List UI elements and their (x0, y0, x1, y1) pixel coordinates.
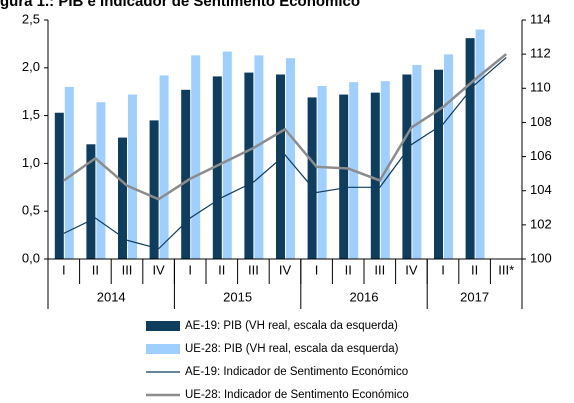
x-group-label: 2016 (350, 289, 379, 304)
legend-label: AE-19: Indicador de Sentimento Económico (185, 366, 408, 378)
bar (444, 54, 453, 259)
bar (412, 64, 422, 259)
bar (128, 94, 137, 260)
x-tick-label: IV (279, 262, 292, 277)
legend-swatch (146, 321, 180, 331)
bar (64, 86, 74, 259)
bar (370, 92, 380, 259)
bar (118, 137, 127, 259)
y2-tick-label: 100 (530, 250, 552, 265)
bar (402, 74, 412, 259)
bar (181, 89, 191, 260)
x-tick-label: III (374, 262, 385, 277)
y2-tick-label: 114 (530, 11, 551, 26)
bar (465, 38, 475, 259)
legend-swatch (146, 344, 180, 354)
bar (276, 74, 285, 259)
bar (54, 112, 64, 260)
bar (159, 75, 169, 259)
x-tick-label: II (92, 262, 99, 277)
bar (212, 76, 222, 260)
y-tick-label: 0,0 (22, 250, 40, 265)
bar (254, 55, 264, 259)
chart-title: gura 1.: PIB e Indicador de Sentimento E… (0, 0, 360, 10)
x-tick-label: II (471, 262, 478, 277)
x-tick-label: I (315, 262, 319, 277)
line (63, 57, 507, 250)
y-tick-label: 2,5 (22, 11, 40, 26)
x-tick-label: III (248, 262, 259, 277)
y2-tick-label: 102 (530, 216, 552, 231)
y2-tick-label: 108 (530, 114, 552, 129)
y2-tick-label: 104 (530, 182, 552, 197)
bar (96, 102, 106, 259)
bar (434, 69, 443, 259)
legend-label: UE-28: PIB (VH real, escala da esquerda) (185, 343, 399, 355)
x-tick-label: I (441, 262, 445, 277)
x-tick-label: I (188, 262, 192, 277)
x-group-label: 2017 (460, 289, 489, 304)
bar (191, 55, 201, 259)
bar (149, 120, 159, 259)
x-tick-label: II (218, 262, 225, 277)
y-tick-label: 0,5 (22, 203, 40, 218)
legend-label: AE-19: PIB (VH real, escala da esquerda) (185, 320, 398, 332)
bar (286, 58, 295, 259)
y2-tick-label: 106 (530, 148, 552, 163)
bar (475, 29, 485, 260)
x-tick-label: IV (405, 262, 418, 277)
bar (307, 97, 317, 259)
y-tick-label: 1,5 (22, 107, 40, 122)
legend-label: UE-28: Indicador de Sentimento Económico (185, 389, 409, 401)
bar (339, 94, 349, 260)
x-group-label: 2014 (97, 289, 126, 304)
x-group-label: 2015 (223, 289, 252, 304)
bar (86, 144, 96, 259)
x-tick-label: IV (152, 262, 165, 277)
line (63, 53, 507, 201)
x-tick-label: I (62, 262, 66, 277)
bar (317, 85, 327, 260)
x-tick-label: III (122, 262, 133, 277)
y-tick-label: 2,0 (22, 59, 40, 74)
y2-tick-label: 112 (530, 46, 551, 61)
bar (222, 51, 232, 259)
y-tick-label: 1,0 (22, 155, 40, 170)
y2-tick-label: 110 (530, 80, 551, 95)
bar (244, 72, 254, 259)
x-tick-label: II (345, 262, 352, 277)
x-tick-label: III* (498, 262, 514, 277)
